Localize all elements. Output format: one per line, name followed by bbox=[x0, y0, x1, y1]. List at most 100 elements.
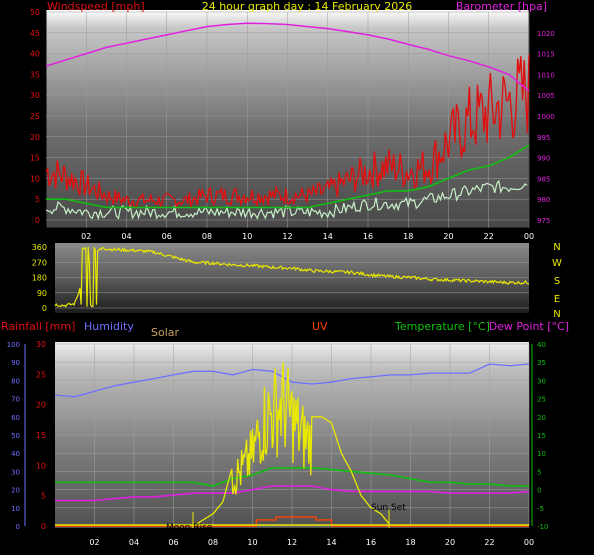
climate-x-tick-label: 10 bbox=[247, 538, 257, 547]
direction-tick-label: 180 bbox=[32, 274, 47, 283]
wind-tick-label: 20 bbox=[30, 133, 40, 142]
wind-tick-label: 30 bbox=[30, 91, 40, 100]
humidity-tick-label: 40 bbox=[11, 450, 20, 458]
solar-axis-label: Solar bbox=[151, 326, 180, 339]
wind-x-tick-label: 14 bbox=[323, 232, 333, 241]
humidity-tick-label: 90 bbox=[11, 359, 20, 367]
baro-tick-label: 980 bbox=[537, 196, 550, 204]
wind-tick-label: 0 bbox=[35, 216, 40, 225]
wind-x-tick-label: 10 bbox=[242, 232, 252, 241]
temperature-tick-label: -5 bbox=[537, 505, 544, 513]
humidity-tick-label: 0 bbox=[16, 523, 20, 531]
wind-x-tick-label: 18 bbox=[403, 232, 413, 241]
wind-x-tick-label: 22 bbox=[484, 232, 494, 241]
temperature-tick-label: 25 bbox=[537, 396, 546, 404]
wind-tick-label: 25 bbox=[30, 112, 40, 121]
wind-tick-label: 45 bbox=[30, 29, 40, 38]
temperature-tick-label: 0 bbox=[537, 487, 541, 495]
temperature-tick-label: 20 bbox=[537, 414, 546, 422]
direction-tick-label: 270 bbox=[32, 258, 47, 267]
compass-label: E bbox=[554, 294, 560, 305]
wind-x-tick-label: 06 bbox=[162, 232, 172, 241]
barometer-line bbox=[45, 22, 530, 92]
rain-tick-label: 10 bbox=[36, 461, 46, 470]
uv-axis-label: UV bbox=[312, 320, 328, 333]
baro-tick-label: 1010 bbox=[537, 71, 555, 79]
compass-label: N bbox=[553, 309, 560, 320]
baro-tick-label: 990 bbox=[537, 155, 550, 163]
chart-title: 24 hour graph day : 14 February 2026 bbox=[202, 0, 413, 13]
wind-tick-label: 40 bbox=[30, 50, 40, 59]
climate-x-tick-label: 04 bbox=[129, 538, 139, 547]
wind-x-tick-label: 08 bbox=[202, 232, 212, 241]
humidity-tick-label: 10 bbox=[11, 505, 20, 513]
temperature-tick-label: 15 bbox=[537, 432, 546, 440]
temperature-tick-label: 30 bbox=[537, 377, 546, 385]
rain-tick-label: 5 bbox=[41, 492, 46, 501]
temperature-tick-label: -10 bbox=[537, 523, 548, 531]
rain-tick-label: 30 bbox=[36, 340, 46, 349]
wind-x-tick-label: 00 bbox=[524, 232, 534, 241]
climate-x-tick-label: 18 bbox=[405, 538, 415, 547]
dewpoint-axis-label: Dew Point [°C] bbox=[489, 320, 569, 333]
wind-direction-line bbox=[54, 246, 530, 308]
solar-line bbox=[192, 361, 410, 527]
wind-tick-label: 50 bbox=[30, 8, 40, 17]
humidity-tick-label: 100 bbox=[7, 341, 20, 349]
compass-label: N bbox=[553, 242, 560, 253]
climate-x-tick-label: 00 bbox=[524, 538, 534, 547]
wind-average-line bbox=[46, 144, 530, 209]
humidity-tick-label: 70 bbox=[11, 396, 20, 404]
wind-tick-label: 5 bbox=[35, 195, 40, 204]
climate-x-tick-label: 06 bbox=[168, 538, 178, 547]
temperature-axis-label: Temperature [°C] bbox=[394, 320, 490, 333]
wind-x-tick-label: 02 bbox=[81, 232, 91, 241]
baro-tick-label: 1015 bbox=[537, 51, 555, 59]
baro-axis-label: Barometer [hpa] bbox=[456, 0, 547, 13]
wind-x-tick-label: 16 bbox=[363, 232, 373, 241]
direction-tick-label: 90 bbox=[37, 289, 47, 298]
climate-x-tick-label: 20 bbox=[445, 538, 455, 547]
climate-x-tick-label: 16 bbox=[366, 538, 376, 547]
temperature-tick-label: 10 bbox=[537, 450, 546, 458]
compass-label: W bbox=[552, 258, 562, 269]
humidity-tick-label: 50 bbox=[11, 432, 20, 440]
wind-x-tick-label: 20 bbox=[443, 232, 453, 241]
climate-x-tick-label: 12 bbox=[287, 538, 297, 547]
rain-tick-label: 15 bbox=[36, 431, 46, 440]
wind-x-tick-label: 04 bbox=[121, 232, 131, 241]
wind-tick-label: 35 bbox=[30, 70, 40, 79]
baro-tick-label: 1005 bbox=[537, 92, 555, 100]
temperature-tick-label: 40 bbox=[537, 341, 546, 349]
baro-tick-label: 995 bbox=[537, 134, 550, 142]
climate-x-tick-label: 02 bbox=[89, 538, 99, 547]
wind-axis-label: Windspeed [mph] bbox=[47, 0, 145, 13]
humidity-tick-label: 20 bbox=[11, 487, 20, 495]
humidity-line bbox=[54, 363, 530, 398]
baro-tick-label: 975 bbox=[537, 217, 550, 225]
baro-tick-label: 985 bbox=[537, 175, 550, 183]
rain-tick-label: 0 bbox=[41, 522, 46, 531]
rain-tick-label: 25 bbox=[36, 370, 46, 379]
rain-tick-label: 20 bbox=[36, 401, 46, 410]
humidity-tick-label: 60 bbox=[11, 414, 20, 422]
rain-axis-label: Rainfall [mm] bbox=[1, 320, 75, 333]
climate-x-tick-label: 14 bbox=[326, 538, 336, 547]
compass-label: S bbox=[554, 276, 560, 287]
temperature-line bbox=[55, 467, 529, 487]
direction-plot-area bbox=[55, 243, 529, 313]
dewpoint-line bbox=[55, 485, 530, 502]
temperature-tick-label: 5 bbox=[537, 468, 541, 476]
windspeed-gust-line bbox=[45, 54, 530, 211]
wind-tick-label: 15 bbox=[30, 154, 40, 163]
climate-x-tick-label: 22 bbox=[484, 538, 494, 547]
direction-tick-label: 360 bbox=[32, 243, 47, 252]
humidity-axis-label: Humidity bbox=[84, 320, 134, 333]
uv-line bbox=[55, 516, 529, 527]
humidity-tick-label: 30 bbox=[11, 468, 20, 476]
temperature-tick-label: 35 bbox=[537, 359, 546, 367]
sun-set-label: Sun Set bbox=[371, 503, 406, 513]
humidity-tick-label: 80 bbox=[11, 377, 20, 385]
direction-tick-label: 0 bbox=[42, 304, 47, 313]
